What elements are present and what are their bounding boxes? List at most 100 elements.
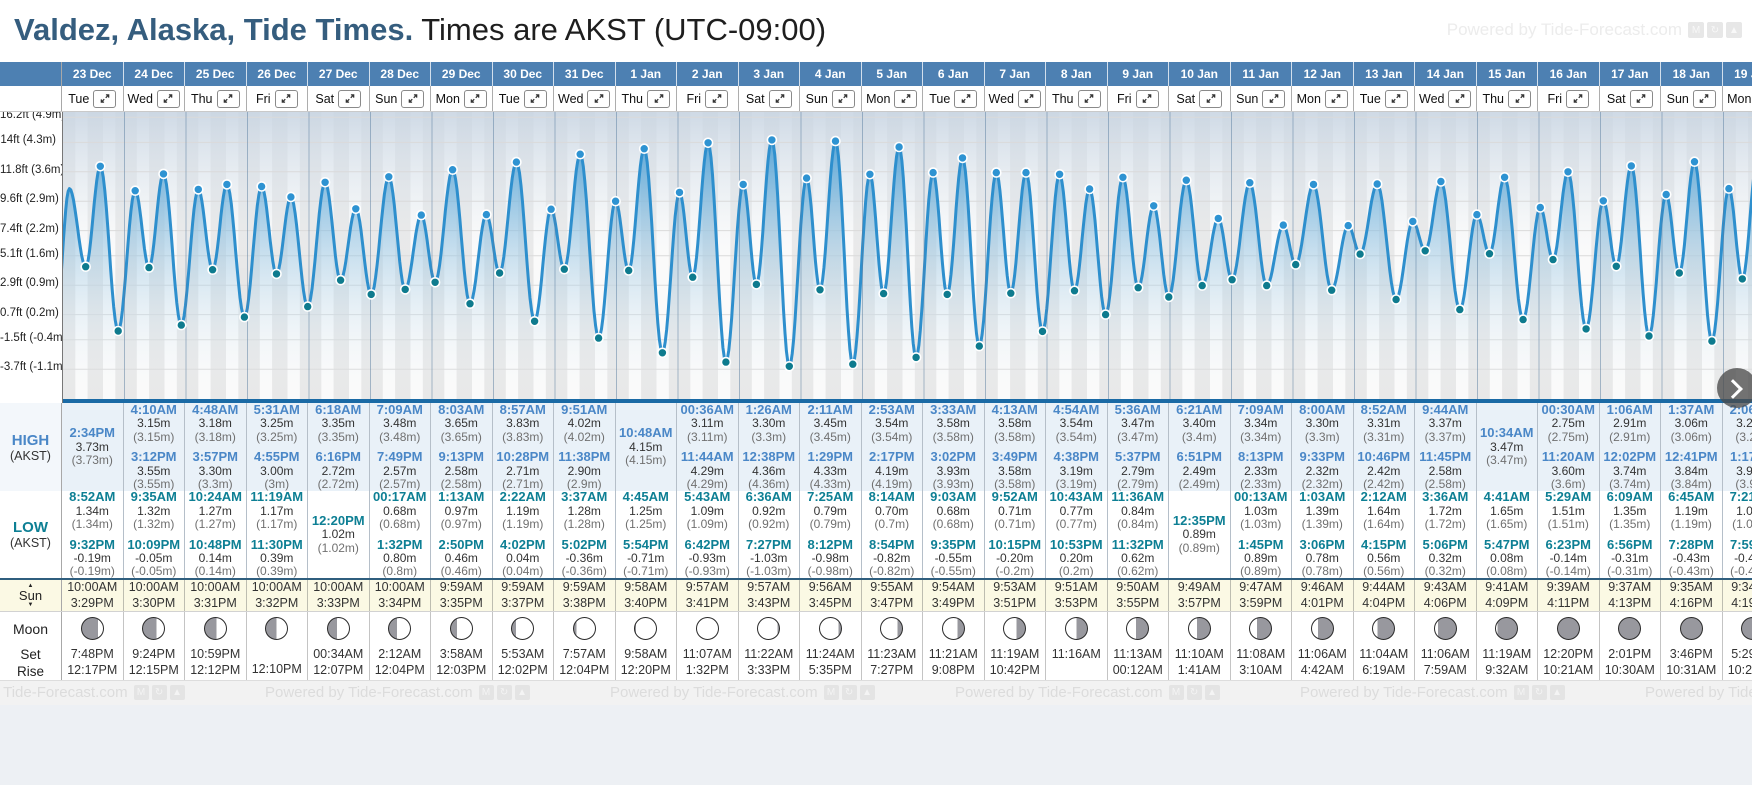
- high-row-label: HIGH (AKST): [0, 403, 62, 491]
- tide-time: 3:49PM: [992, 450, 1038, 465]
- tide-time: 4:45AM: [623, 491, 669, 505]
- expand-day-button[interactable]: [93, 90, 116, 108]
- tide-height-paren: (3.3m): [192, 478, 238, 491]
- tide-time: 8:12PM: [807, 538, 853, 553]
- expand-day-button[interactable]: [338, 90, 361, 108]
- sunrise-time: 10:00AM: [67, 581, 117, 595]
- tide-height-paren: (2.42m): [1357, 478, 1410, 491]
- expand-day-button[interactable]: [954, 90, 977, 108]
- tide-height-paren: (3.6m): [1542, 478, 1595, 491]
- expand-day-button[interactable]: [1018, 90, 1041, 108]
- tide-time: 8:54PM: [869, 538, 915, 553]
- expand-day-button[interactable]: [769, 90, 792, 108]
- watermark-text: Powered by Tide-Forecast.com: [610, 684, 818, 701]
- date-cell: 9 Jan: [1108, 62, 1170, 86]
- sunset-time: 3:49PM: [932, 597, 975, 611]
- moonrise-time: 6:19AM: [1362, 664, 1405, 678]
- tide-height: 4.36m: [742, 465, 795, 478]
- expand-day-button[interactable]: [464, 90, 487, 108]
- moon-phase-icon: [450, 617, 473, 640]
- moon-phase-icon: [142, 617, 165, 640]
- tide-time: 00:17AM: [373, 491, 426, 505]
- sunrise-time: 9:59AM: [563, 581, 606, 595]
- expand-day-button[interactable]: [1325, 90, 1348, 108]
- date-cell: 17 Jan: [1600, 62, 1662, 86]
- refresh-icon: ↻: [842, 685, 857, 700]
- sunrise-time: 9:39AM: [1547, 581, 1590, 595]
- wave-icon: M: [1514, 685, 1529, 700]
- dow-label: Thu: [621, 92, 643, 106]
- expand-day-button[interactable]: [1136, 90, 1159, 108]
- dow-label: Fri: [256, 92, 271, 106]
- expand-day-button[interactable]: [1508, 90, 1531, 108]
- expand-day-button[interactable]: [832, 90, 855, 108]
- tide-height-paren: (0.04m): [500, 565, 546, 578]
- dow-label: Wed: [989, 92, 1014, 106]
- date-cell: 19 Jan: [1723, 62, 1752, 86]
- expand-day-button[interactable]: [705, 90, 728, 108]
- sunrise-time: 10:00AM: [252, 581, 302, 595]
- tide-height-paren: (3.06m): [1668, 431, 1714, 444]
- moon-cell: [124, 612, 186, 645]
- tide-time: 1:37AM: [1668, 403, 1714, 417]
- next-days-button[interactable]: [1717, 368, 1752, 408]
- expand-day-button[interactable]: [1199, 90, 1222, 108]
- tide-height-paren: (3.19m): [1053, 478, 1099, 491]
- tide-height: 2.79m: [1115, 465, 1161, 478]
- expand-day-button[interactable]: [1448, 90, 1471, 108]
- expand-day-button[interactable]: [894, 90, 917, 108]
- moonset-time: 5:29PM: [1731, 648, 1752, 662]
- dow-label: Mon: [436, 92, 460, 106]
- expand-day-button[interactable]: [524, 90, 547, 108]
- tide-time: 2:34PM: [69, 426, 115, 441]
- moon-phase-icon: [511, 617, 534, 640]
- expand-day-button[interactable]: [401, 90, 424, 108]
- tide-event: 6:42PM-0.93m(-0.93m): [684, 538, 730, 579]
- tide-time: 5:47PM: [1484, 538, 1530, 553]
- tide-height: 3.58m: [992, 417, 1038, 430]
- sunset-time: 3:47PM: [870, 597, 913, 611]
- expand-day-button[interactable]: [217, 90, 240, 108]
- expand-day-button[interactable]: [1078, 90, 1101, 108]
- tide-height: 3.47m: [1480, 441, 1533, 454]
- moonset-time: 11:07AM: [683, 648, 732, 662]
- sunrise-time: 10:00AM: [313, 581, 363, 595]
- tide-event: 2:06AM3.20m(3.2m): [1730, 403, 1752, 444]
- tide-time: 1:06AM: [1607, 403, 1653, 417]
- expand-day-button[interactable]: [1262, 90, 1285, 108]
- expand-day-button[interactable]: [1693, 90, 1716, 108]
- tide-height-paren: (3.34m): [1238, 431, 1284, 444]
- expand-day-button[interactable]: [275, 90, 298, 108]
- moon-phase-icon: [1434, 617, 1457, 640]
- expand-day-button[interactable]: [1630, 90, 1653, 108]
- tide-height-paren: (0.79m): [807, 518, 853, 531]
- dow-label: Sun: [806, 92, 828, 106]
- tide-height: 1.02m: [312, 528, 365, 541]
- expand-day-button[interactable]: [157, 90, 180, 108]
- tide-height-paren: (1.09m): [684, 518, 730, 531]
- tide-event: 1:17PM3.90m(3.9m): [1730, 450, 1752, 491]
- expand-day-button[interactable]: [647, 90, 670, 108]
- tide-event: 5:54PM-0.71m(-0.71m): [623, 538, 669, 579]
- tide-height-paren: (3.31m): [1361, 431, 1407, 444]
- wave-icon: M: [824, 685, 839, 700]
- expand-day-button[interactable]: [1566, 90, 1589, 108]
- date-cell: 12 Jan: [1292, 62, 1354, 86]
- expand-day-button[interactable]: [1385, 90, 1408, 108]
- moonrise-time: 12:20PM: [621, 664, 671, 678]
- moon-cell: [1661, 612, 1723, 645]
- expand-day-button[interactable]: [587, 90, 610, 108]
- moon-phase-icon: [81, 617, 104, 640]
